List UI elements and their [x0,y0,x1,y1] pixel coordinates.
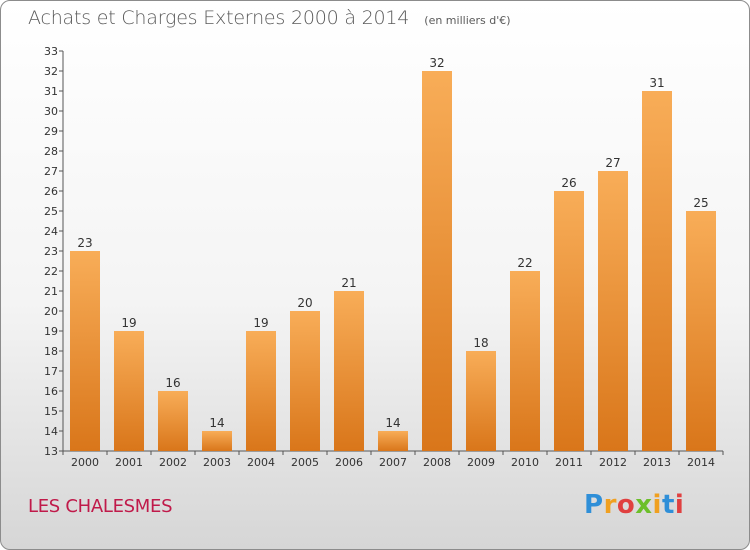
y-tick-label: 30 [44,105,58,118]
chart-bars [70,71,716,451]
y-tick-label: 28 [44,145,58,158]
y-tick-label: 29 [44,125,58,138]
y-tick-label: 22 [44,265,58,278]
proxiti-logo: Proxiti [584,490,684,520]
bar [114,331,144,451]
title-text: Achats et Charges Externes 2000 à 2014 [28,7,410,29]
y-tick-label: 21 [44,285,58,298]
y-tick-label: 17 [44,365,58,378]
bar [334,291,364,451]
y-tick-label: 14 [44,425,58,438]
logo-letter: P [584,490,604,520]
x-tick-label: 2012 [599,456,627,469]
bar [466,351,496,451]
bar-value-label: 19 [253,316,268,330]
y-tick-label: 15 [44,405,58,418]
bar-value-label: 32 [429,56,444,70]
y-tick-label: 26 [44,185,58,198]
bar [290,311,320,451]
bar-value-label: 14 [385,416,400,430]
bar-value-label: 22 [517,256,532,270]
unit-note: (en milliers d'€) [424,14,511,27]
logo-letter: i [674,490,685,520]
bar-value-label: 20 [297,296,312,310]
x-tick-label: 2009 [467,456,495,469]
bar-value-label: 27 [605,156,620,170]
y-tick-label: 33 [44,45,58,58]
x-tick-label: 2000 [71,456,99,469]
bar-value-label: 26 [561,176,576,190]
y-tick-label: 27 [44,165,58,178]
x-tick-label: 2011 [555,456,583,469]
bar-value-label: 18 [473,336,488,350]
y-tick-label: 19 [44,325,58,338]
logo-letter: r [603,490,617,520]
bar [202,431,232,451]
y-tick-label: 16 [44,385,58,398]
logo-letter: x [635,490,653,520]
chart-title: Achats et Charges Externes 2000 à 2014 (… [28,7,511,29]
y-tick-label: 32 [44,65,58,78]
bar-value-label: 25 [693,196,708,210]
logo-letter: t [661,490,675,520]
x-tick-label: 2002 [159,456,187,469]
bar [70,251,100,451]
bar-value-label: 14 [209,416,224,430]
y-tick-label: 20 [44,305,58,318]
y-tick-label: 18 [44,345,58,358]
place-name: LES CHALESMES [28,496,173,517]
x-tick-label: 2010 [511,456,539,469]
bar [158,391,188,451]
bar-value-label: 19 [121,316,136,330]
x-tick-label: 2008 [423,456,451,469]
x-tick-label: 2007 [379,456,407,469]
bar [422,71,452,451]
bar-value-label: 16 [165,376,180,390]
chart-value-labels: 23 19 16 14 19 20 21 14 32 18 22 26 27 31 25 [77,56,708,430]
bar [246,331,276,451]
x-tick-label: 2003 [203,456,231,469]
x-tick-label: 2013 [643,456,671,469]
bar-value-label: 21 [341,276,356,290]
y-tick-label: 25 [44,205,58,218]
y-tick-label: 24 [44,225,58,238]
x-tick-label: 2014 [687,456,715,469]
logo-letter: o [616,490,636,520]
bar [554,191,584,451]
x-tick-label: 2001 [115,456,143,469]
x-tick-label: 2006 [335,456,363,469]
bar [510,271,540,451]
y-tick-label: 31 [44,85,58,98]
bar [686,211,716,451]
bar [378,431,408,451]
bar-value-label: 31 [649,76,664,90]
logo-letter: i [652,490,662,520]
x-tick-label: 2004 [247,456,275,469]
bar [642,91,672,451]
x-tick-label: 2005 [291,456,319,469]
bar [598,171,628,451]
y-tick-label: 13 [44,445,58,458]
bar-value-label: 23 [77,236,92,250]
y-tick-label: 23 [44,245,58,258]
